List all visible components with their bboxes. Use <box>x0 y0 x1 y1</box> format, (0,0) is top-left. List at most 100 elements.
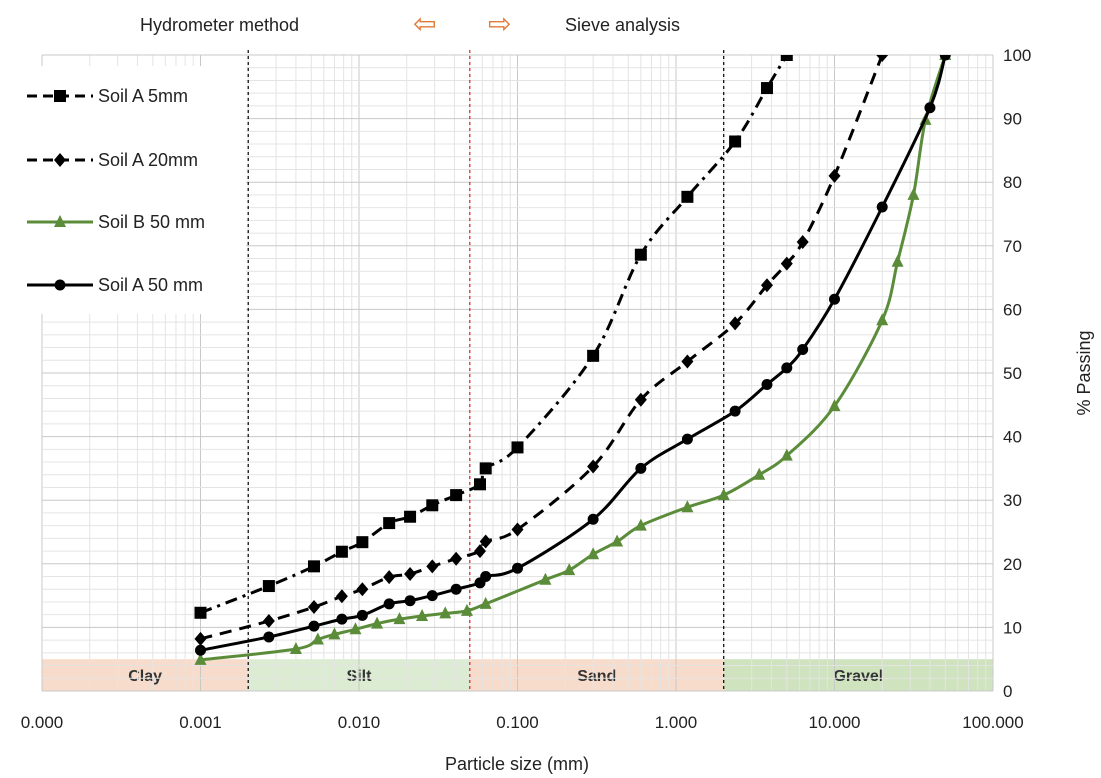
data-point-circle <box>195 644 206 656</box>
y-tick-label: 80 <box>1003 173 1022 192</box>
band-label-clay: Clay <box>128 668 162 685</box>
legend-label: Soil A 20mm <box>98 150 198 170</box>
data-point-square <box>511 441 524 454</box>
data-point-diamond <box>383 570 396 585</box>
data-point-diamond <box>194 631 207 646</box>
data-point-circle <box>512 562 523 574</box>
data-point-circle <box>781 362 793 374</box>
series-soil-a-5mm <box>194 55 793 619</box>
data-point-circle <box>336 613 348 625</box>
x-tick-label: 0.001 <box>179 713 222 732</box>
data-point-circle <box>54 279 66 291</box>
data-point-square <box>587 349 600 362</box>
data-point-circle <box>761 378 773 390</box>
data-point-circle <box>426 590 438 602</box>
data-point-circle <box>263 631 275 643</box>
data-point-circle <box>681 433 693 445</box>
data-point-circle <box>356 609 368 621</box>
axes: 0.000 0.001 0.010 0.100 1.000 10.000 100.000 0 1… <box>21 46 1032 732</box>
data-point-triangle <box>753 467 766 480</box>
y-tick-label: 10 <box>1003 618 1022 637</box>
data-point-triangle <box>393 612 406 625</box>
data-series <box>194 55 952 665</box>
data-point-triangle <box>563 563 576 576</box>
x-tick-label: 0.100 <box>496 713 539 732</box>
data-point-triangle <box>587 547 600 560</box>
data-point-triangle <box>349 622 362 635</box>
band-label-sand: Sand <box>577 668 616 685</box>
data-point-square <box>760 82 773 95</box>
data-point-triangle <box>54 215 66 227</box>
data-point-circle <box>829 293 840 305</box>
legend: Soil A 5mm Soil A 20mm Soil B 50 mm Soil A … <box>20 66 246 314</box>
data-point-circle <box>587 513 599 525</box>
data-point-square <box>780 55 793 61</box>
data-point-square <box>450 489 463 502</box>
x-tick-label: 1.000 <box>655 713 698 732</box>
y-tick-label: 30 <box>1003 491 1022 510</box>
data-point-triangle <box>780 448 793 461</box>
data-point-square <box>54 90 66 102</box>
band-clay <box>42 659 249 691</box>
data-point-circle <box>635 462 647 474</box>
data-point-square <box>479 462 492 475</box>
data-point-diamond <box>307 600 320 615</box>
data-point-square <box>194 606 207 619</box>
y-tick-label: 20 <box>1003 555 1022 574</box>
legend-box <box>20 66 246 314</box>
data-point-circle <box>383 598 395 610</box>
left-arrow-icon: ⇦ <box>413 7 436 40</box>
data-point-square <box>262 580 275 593</box>
data-point-square <box>356 536 369 549</box>
boundary-lines <box>247 50 725 691</box>
data-point-diamond <box>479 534 492 549</box>
size-bands: Clay Silt Sand Gravel <box>42 659 993 691</box>
data-point-triangle <box>416 608 429 621</box>
data-point-circle <box>924 102 936 114</box>
data-point-triangle <box>891 254 904 267</box>
data-point-square <box>634 248 647 261</box>
series-line <box>199 55 789 615</box>
data-point-triangle <box>634 518 647 531</box>
data-point-circle <box>308 620 320 632</box>
data-point-circle <box>450 583 462 595</box>
data-point-triangle <box>371 616 384 629</box>
data-point-triangle <box>681 500 694 513</box>
x-axis-title: Particle size (mm) <box>445 754 589 774</box>
series-soil-a-20mm <box>194 55 889 646</box>
data-point-diamond <box>335 589 348 604</box>
x-tick-label: 0.000 <box>21 713 64 732</box>
data-point-circle <box>480 571 492 583</box>
data-point-triangle <box>479 596 492 609</box>
data-point-triangle <box>539 572 552 585</box>
data-point-diamond <box>634 392 647 407</box>
band-label-gravel: Gravel <box>833 668 883 685</box>
data-point-circle <box>404 595 416 607</box>
data-point-diamond <box>356 582 369 597</box>
data-point-square <box>681 190 694 203</box>
data-point-circle <box>797 343 809 355</box>
data-point-square <box>474 478 487 491</box>
data-point-triangle <box>717 488 730 501</box>
y-tick-label: 100 <box>1003 46 1031 65</box>
hydrometer-method-label: Hydrometer method <box>140 15 299 35</box>
data-point-circle <box>876 201 888 213</box>
y-tick-label: 90 <box>1003 110 1022 129</box>
data-point-triangle <box>194 652 207 665</box>
data-point-square <box>729 135 742 148</box>
band-gravel <box>723 659 993 691</box>
data-point-diamond <box>54 153 66 167</box>
data-point-diamond <box>681 354 694 369</box>
y-tick-label: 70 <box>1003 237 1022 256</box>
series-soil-b-50-mm <box>194 55 952 665</box>
right-arrow-icon: ⇨ <box>488 7 511 40</box>
data-point-diamond <box>511 522 524 537</box>
band-sand <box>469 659 724 691</box>
data-point-diamond <box>262 614 275 629</box>
y-tick-label: 40 <box>1003 428 1022 447</box>
data-point-diamond <box>450 551 463 566</box>
data-point-triangle <box>328 627 341 640</box>
data-point-square <box>335 545 348 558</box>
series-clip-group <box>194 55 952 665</box>
